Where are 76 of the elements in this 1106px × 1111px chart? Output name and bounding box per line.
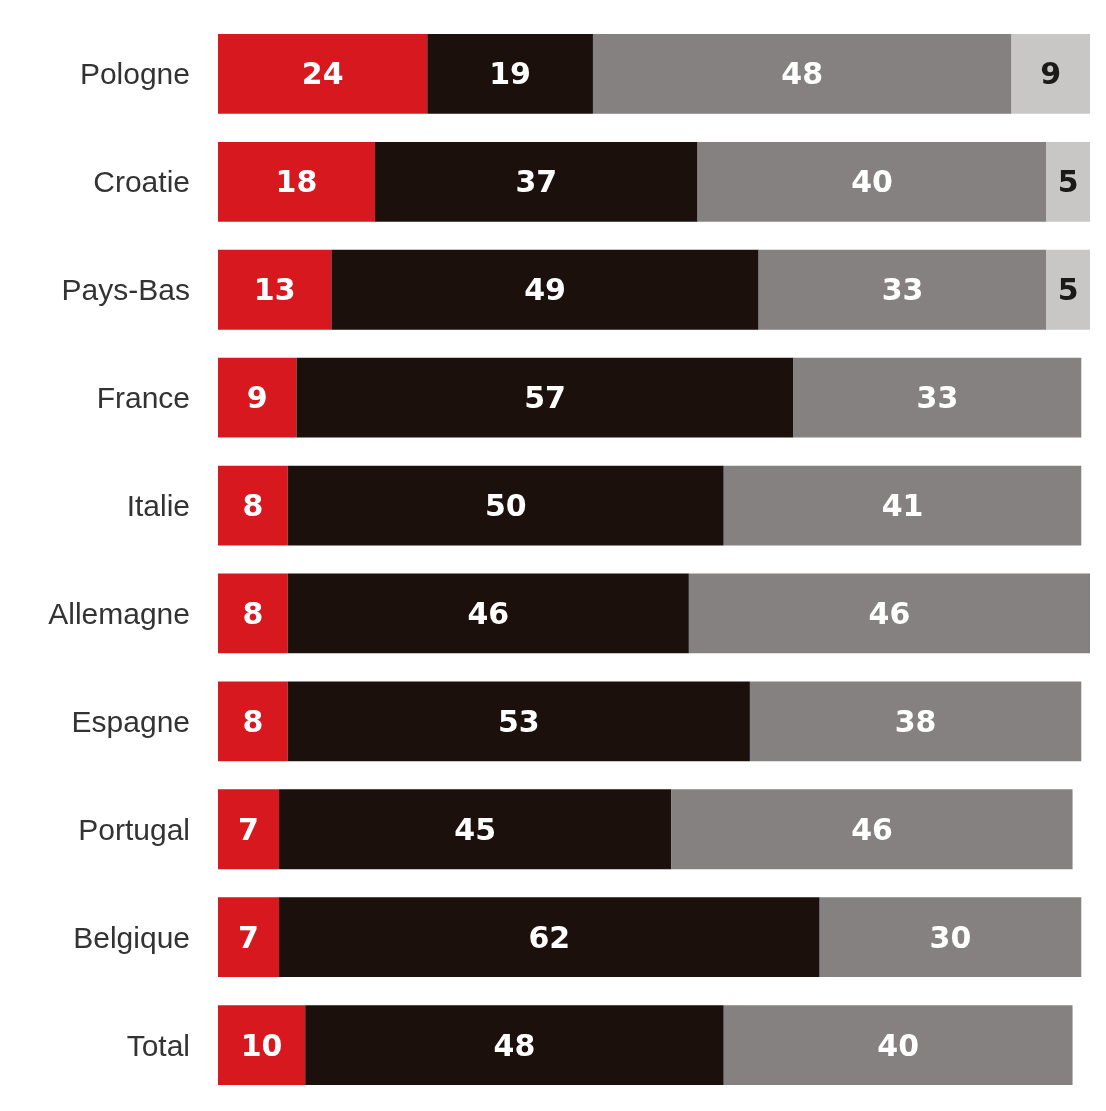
bar: [218, 465, 288, 546]
bar: [218, 789, 280, 870]
bar: [279, 789, 672, 870]
bar: [218, 681, 288, 762]
bar: [1011, 34, 1090, 114]
data-label: 24: [301, 56, 344, 92]
bar: [723, 465, 1082, 546]
data-label: 46: [851, 811, 893, 847]
data-label: 49: [524, 272, 566, 308]
bar: [287, 573, 689, 654]
y-tick-label: Croatie: [93, 165, 190, 199]
bar: [218, 249, 332, 330]
y-tick-label: Belgique: [73, 920, 190, 954]
bar: [218, 573, 288, 654]
y-tick-label: Allemagne: [48, 596, 190, 630]
bar: [758, 249, 1047, 330]
data-label: 50: [484, 488, 527, 524]
data-label: 5: [1057, 272, 1079, 308]
data-label: 40: [851, 164, 893, 200]
data-label: 41: [881, 488, 924, 524]
bar: [749, 681, 1082, 762]
y-tick-label: France: [96, 381, 190, 415]
bar: [296, 357, 794, 438]
bar: [331, 249, 759, 330]
data-label: 8: [242, 703, 264, 739]
data-label: 30: [929, 919, 972, 955]
data-label: 8: [242, 595, 264, 631]
bar: [688, 573, 1090, 654]
bar: [287, 465, 724, 546]
bar: [671, 789, 1073, 870]
data-label: 62: [528, 919, 571, 955]
data-label: 18: [275, 164, 318, 200]
y-tick-label: Portugal: [78, 812, 190, 846]
data-label: 33: [881, 272, 924, 308]
data-label: 5: [1057, 164, 1079, 200]
data-label: 10: [240, 1027, 283, 1063]
y-tick-label: Total: [126, 1028, 190, 1062]
y-tick-label: Italie: [126, 489, 190, 523]
y-tick-label: Pologne: [79, 57, 190, 91]
bar: [592, 34, 1012, 114]
data-label: 7: [238, 811, 259, 847]
bar: [723, 1005, 1073, 1085]
data-label: 48: [781, 56, 824, 92]
data-label: 9: [1040, 56, 1062, 92]
data-label: 37: [515, 164, 558, 200]
data-label: 9: [246, 380, 268, 416]
bar: [218, 141, 375, 222]
data-label: 46: [868, 595, 911, 631]
bar: [287, 681, 750, 762]
data-label: 57: [524, 380, 566, 416]
data-label: 8: [242, 488, 264, 524]
bar: [697, 141, 1047, 222]
data-label: 19: [489, 56, 531, 92]
y-tick-label: Pays-Bas: [61, 273, 190, 307]
bar: [218, 34, 428, 114]
bar: [427, 34, 593, 114]
data-label: 48: [493, 1027, 536, 1063]
bar: [305, 1005, 724, 1085]
bar: [218, 897, 280, 978]
data-label: 46: [467, 595, 510, 631]
data-label: 7: [238, 919, 259, 955]
data-label: 13: [253, 272, 296, 308]
bar: [218, 1005, 306, 1085]
y-tick-label: Espagne: [71, 704, 190, 738]
bar: [279, 897, 820, 978]
bar: [374, 141, 698, 222]
bar: [1046, 141, 1090, 222]
bar: [819, 897, 1082, 978]
bar: [793, 357, 1082, 438]
data-label: 33: [916, 380, 959, 416]
data-label: 53: [497, 703, 540, 739]
bar: [218, 357, 297, 438]
bar: [1046, 249, 1090, 330]
data-label: 38: [894, 703, 937, 739]
data-label: 40: [877, 1027, 920, 1063]
data-label: 45: [454, 811, 497, 847]
